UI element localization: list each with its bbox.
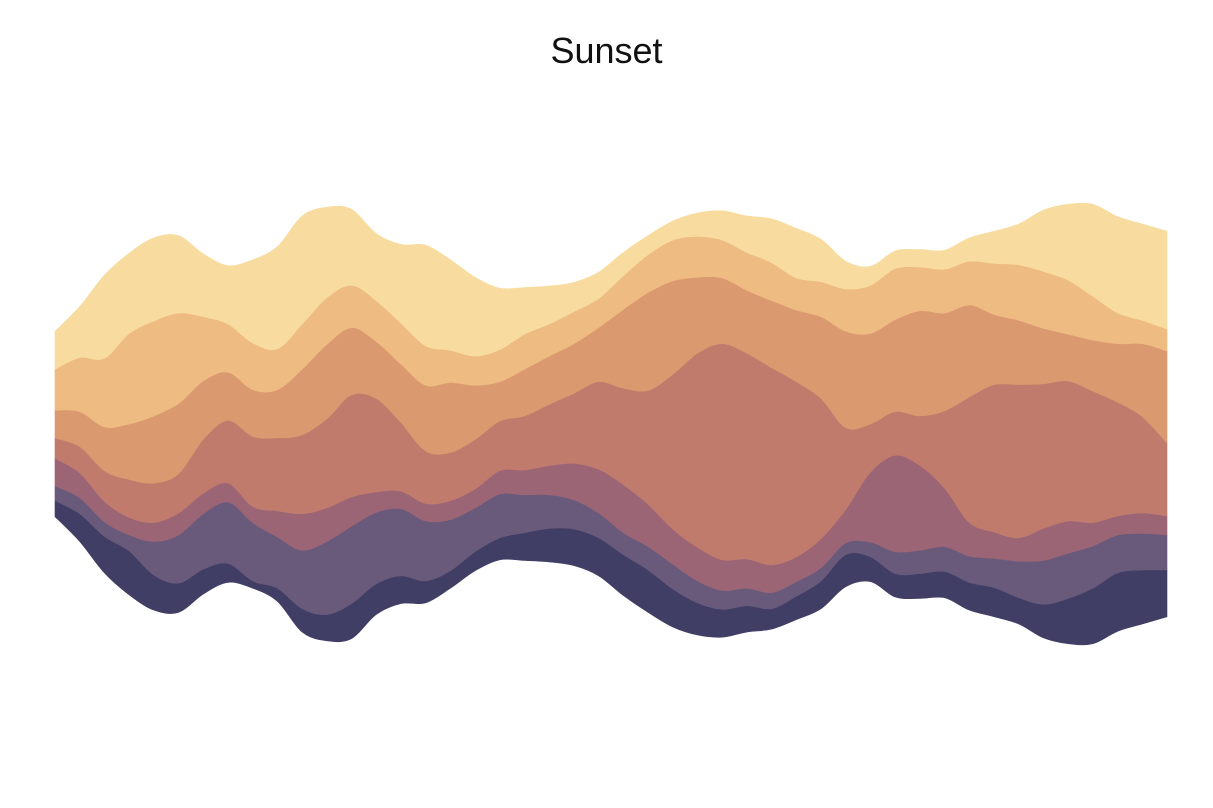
chart-title: Sunset	[550, 30, 663, 71]
stream-layer-7	[54, 202, 1168, 370]
stream-layers	[54, 202, 1168, 646]
